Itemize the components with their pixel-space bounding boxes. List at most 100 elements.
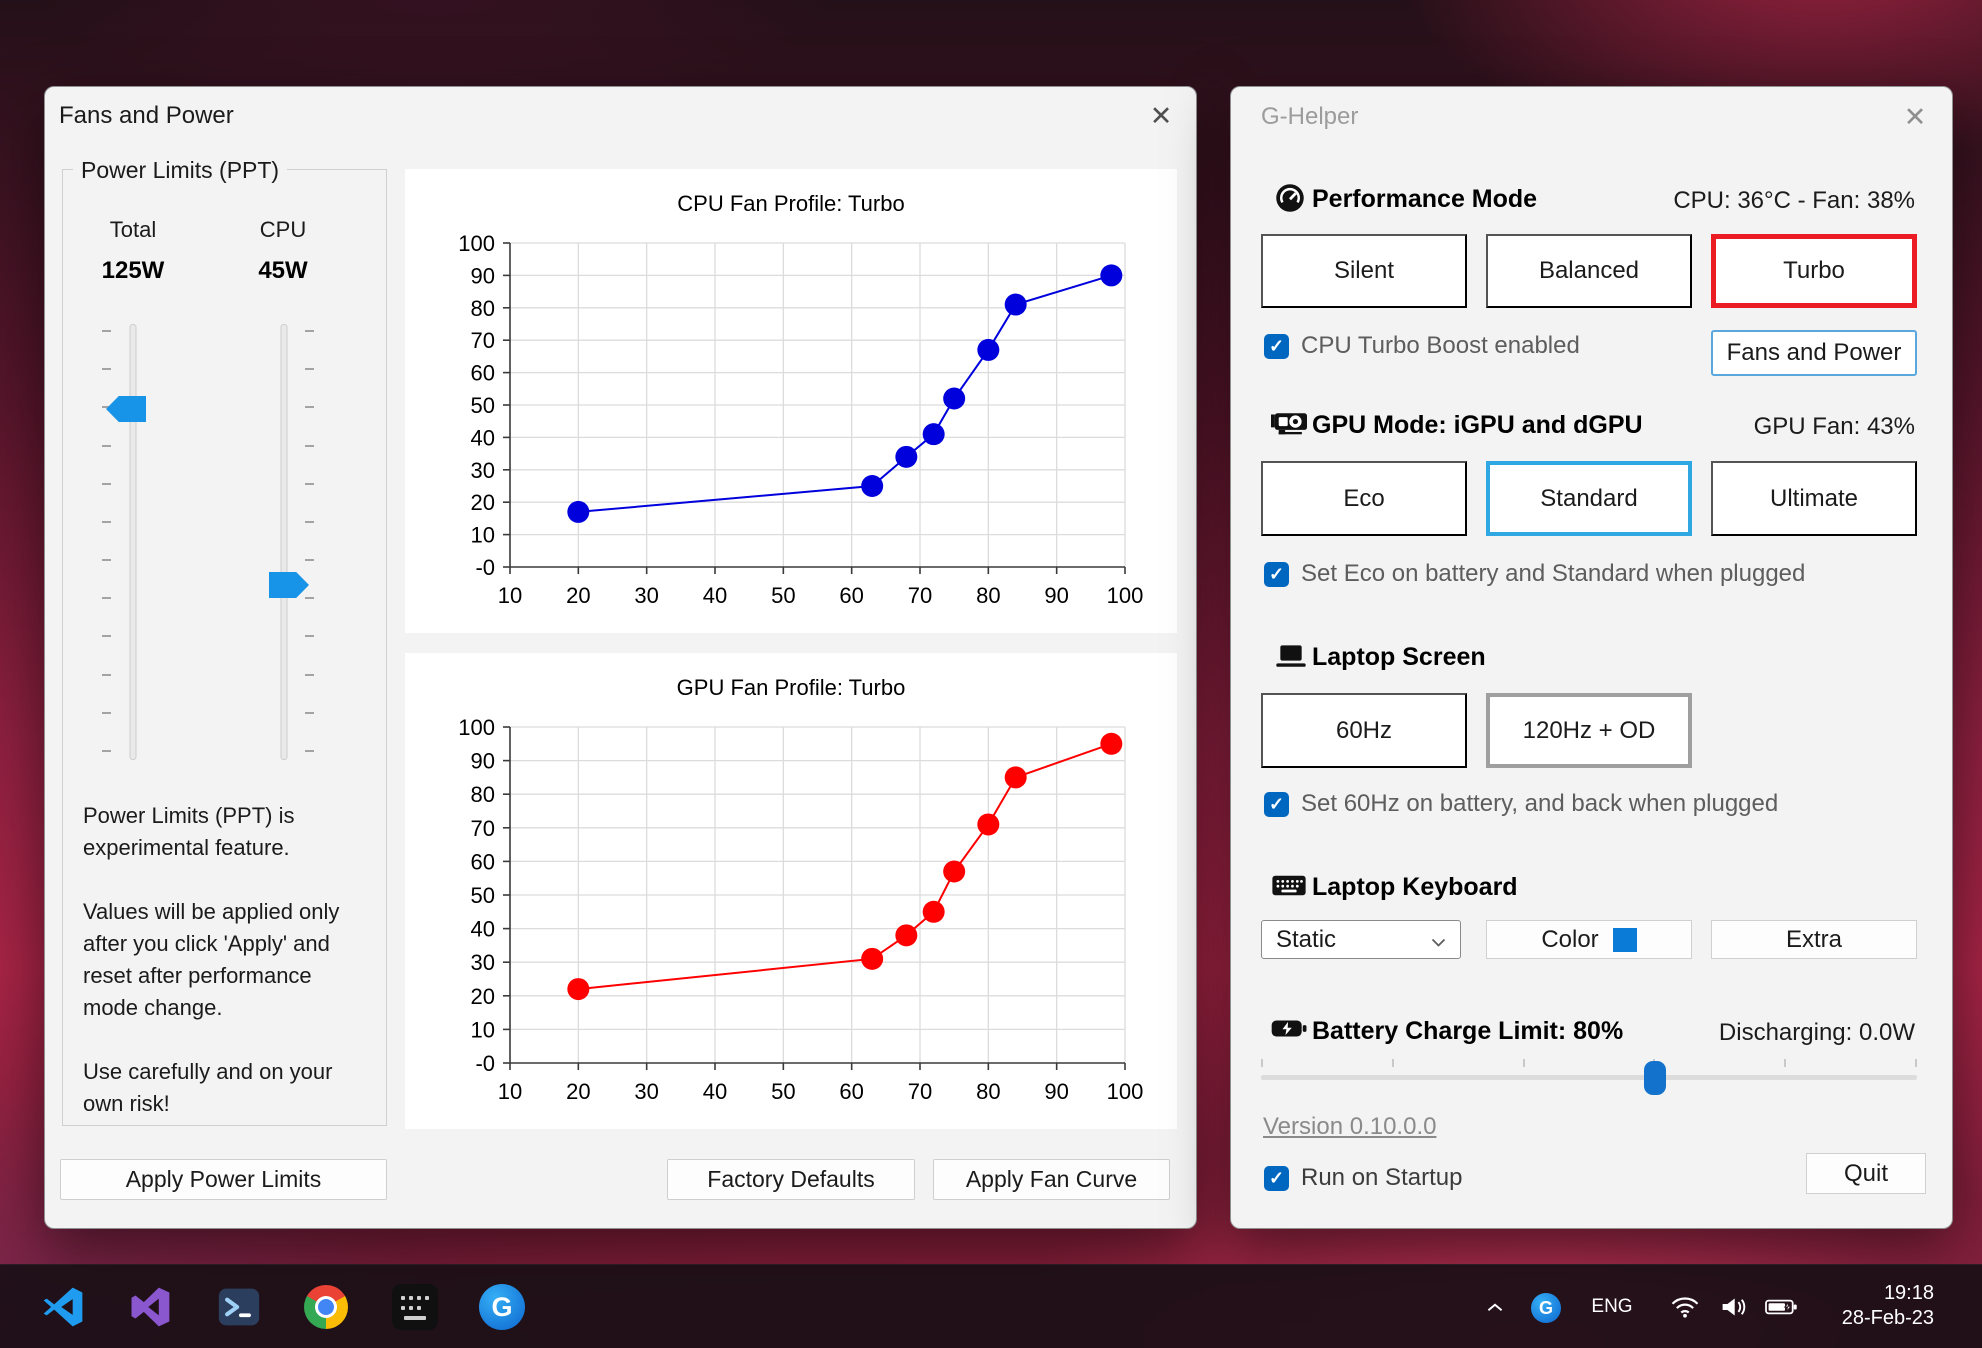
apply-fan-curve-button[interactable]: Apply Fan Curve: [933, 1159, 1170, 1200]
quit-button[interactable]: Quit: [1806, 1153, 1926, 1194]
vscode-icon[interactable]: [38, 1282, 88, 1332]
cpu-turbo-boost-row: ✓ CPU Turbo Boost enabled: [1264, 332, 1580, 360]
tray-time: 19:18: [1883, 1282, 1934, 1304]
svg-text:80: 80: [471, 296, 495, 321]
cpu-power-slider[interactable]: [253, 324, 314, 760]
svg-text:70: 70: [908, 1079, 932, 1104]
wifi-icon[interactable]: [1668, 1294, 1702, 1320]
svg-text:-0: -0: [475, 1051, 495, 1076]
keyboard-extra-button[interactable]: Extra: [1711, 920, 1917, 959]
eco-on-battery-checkbox[interactable]: ✓: [1264, 561, 1289, 587]
svg-text:70: 70: [908, 583, 932, 608]
svg-text:30: 30: [634, 583, 658, 608]
discharging-status: Discharging: 0.0W: [1718, 1019, 1915, 1046]
battery-bolt-icon: [1271, 1018, 1307, 1044]
fans-window-title: Fans and Power: [59, 102, 234, 129]
svg-text:50: 50: [471, 883, 495, 908]
svg-text:10: 10: [498, 1079, 522, 1104]
fans-and-power-button[interactable]: Fans and Power: [1711, 330, 1917, 376]
svg-text:40: 40: [703, 583, 727, 608]
ultimate-gpu-button[interactable]: Ultimate: [1711, 461, 1917, 536]
version-link[interactable]: Version 0.10.0.0: [1263, 1113, 1437, 1140]
chrome-icon[interactable]: [301, 1282, 351, 1332]
visual-studio-icon[interactable]: [125, 1282, 175, 1332]
total-slider-thumb[interactable]: [106, 396, 146, 422]
svg-text:70: 70: [471, 816, 495, 841]
terminal-icon[interactable]: [214, 1282, 264, 1332]
laptop-keyboard-heading: Laptop Keyboard: [1312, 873, 1518, 901]
tray-clock[interactable]: 19:18 28-Feb-23: [1842, 1281, 1934, 1331]
standard-gpu-button[interactable]: Standard: [1486, 461, 1692, 536]
battery-limit-slider[interactable]: [1261, 1059, 1917, 1099]
battery-slider-ticks: [1261, 1059, 1917, 1067]
laptop-screen-heading: Laptop Screen: [1312, 643, 1486, 671]
run-on-startup-checkbox[interactable]: ✓: [1264, 1165, 1289, 1191]
60hz-on-battery-checkbox[interactable]: ✓: [1264, 791, 1289, 817]
apply-power-limits-button[interactable]: Apply Power Limits: [60, 1159, 387, 1200]
svg-text:90: 90: [1044, 1079, 1068, 1104]
svg-text:80: 80: [471, 782, 495, 807]
battery-icon[interactable]: [1762, 1295, 1800, 1319]
eco-gpu-button[interactable]: Eco: [1261, 461, 1467, 536]
svg-text:50: 50: [771, 583, 795, 608]
turbo-mode-button[interactable]: Turbo: [1711, 234, 1917, 308]
svg-text:10: 10: [471, 523, 495, 548]
laptop-icon: [1275, 643, 1307, 674]
tray-chevron-up-icon[interactable]: [1482, 1297, 1508, 1317]
close-icon[interactable]: ✕: [1149, 101, 1173, 131]
speaker-icon[interactable]: [1716, 1294, 1750, 1320]
silent-mode-button[interactable]: Silent: [1261, 234, 1467, 308]
color-swatch: [1612, 927, 1637, 952]
svg-text:50: 50: [771, 1079, 795, 1104]
color-button-label: Color: [1541, 925, 1599, 953]
tray-date: 28-Feb-23: [1841, 1307, 1934, 1329]
taskbar: G G ENG 19:18 28-Feb-23: [0, 1264, 1982, 1348]
total-slider-ticks: [102, 324, 111, 760]
svg-text:80: 80: [976, 583, 1000, 608]
cpu-label: CPU: [259, 217, 307, 242]
power-limits-group-title: Power Limits (PPT): [73, 157, 288, 184]
battery-slider-thumb[interactable]: [1643, 1061, 1666, 1095]
close-icon[interactable]: ✕: [1903, 102, 1927, 132]
tray-ghelper-icon[interactable]: G: [1530, 1292, 1562, 1324]
svg-text:30: 30: [471, 950, 495, 975]
svg-text:20: 20: [566, 1079, 590, 1104]
svg-text:GPU Fan Profile: Turbo: GPU Fan Profile: Turbo: [677, 675, 906, 700]
120hz-od-button[interactable]: 120Hz + OD: [1486, 693, 1692, 768]
svg-text:60: 60: [839, 1079, 863, 1104]
svg-text:10: 10: [498, 583, 522, 608]
keyboard-color-button[interactable]: Color: [1486, 920, 1692, 959]
balanced-mode-button[interactable]: Balanced: [1486, 234, 1692, 308]
g-helper-window: G-Helper ✕ Performance Mode CPU: 36°C - …: [1230, 86, 1953, 1229]
backlight-mode-select[interactable]: Static: [1261, 920, 1461, 959]
total-power-slider[interactable]: [102, 324, 162, 760]
cpu-slider-track[interactable]: [280, 324, 288, 760]
tray-language[interactable]: ENG: [1591, 1296, 1633, 1317]
gpu-mode-heading: GPU Mode: iGPU and dGPU: [1312, 411, 1643, 439]
cpu-slider-thumb[interactable]: [269, 572, 309, 598]
factory-defaults-button[interactable]: Factory Defaults: [667, 1159, 915, 1200]
chevron-down-icon: [1431, 926, 1446, 954]
svg-text:20: 20: [471, 490, 495, 515]
fans-and-power-window: Fans and Power ✕ Power Limits (PPT) Tota…: [44, 86, 1197, 1229]
svg-text:-0: -0: [475, 555, 495, 580]
backlight-mode-value: Static: [1276, 925, 1337, 953]
cpu-turbo-boost-checkbox[interactable]: ✓: [1264, 333, 1289, 359]
svg-text:90: 90: [471, 263, 495, 288]
eco-on-battery-label: Set Eco on battery and Standard when plu…: [1301, 560, 1806, 587]
svg-text:60: 60: [471, 849, 495, 874]
svg-text:90: 90: [1044, 583, 1068, 608]
dark-app-icon[interactable]: [390, 1282, 440, 1332]
battery-charge-limit-heading: Battery Charge Limit: 80%: [1312, 1017, 1624, 1045]
total-slider-track[interactable]: [129, 324, 137, 760]
battery-slider-track[interactable]: [1261, 1075, 1917, 1080]
60hz-button[interactable]: 60Hz: [1261, 693, 1467, 768]
svg-text:30: 30: [634, 1079, 658, 1104]
svg-text:70: 70: [471, 328, 495, 353]
run-on-startup-label: Run on Startup: [1301, 1164, 1463, 1191]
svg-text:100: 100: [1107, 1079, 1144, 1104]
cpu-turbo-boost-label: CPU Turbo Boost enabled: [1301, 332, 1580, 359]
ghelper-taskbar-icon[interactable]: G: [477, 1282, 527, 1332]
svg-text:10: 10: [471, 1017, 495, 1042]
keyboard-icon: [1271, 873, 1307, 903]
